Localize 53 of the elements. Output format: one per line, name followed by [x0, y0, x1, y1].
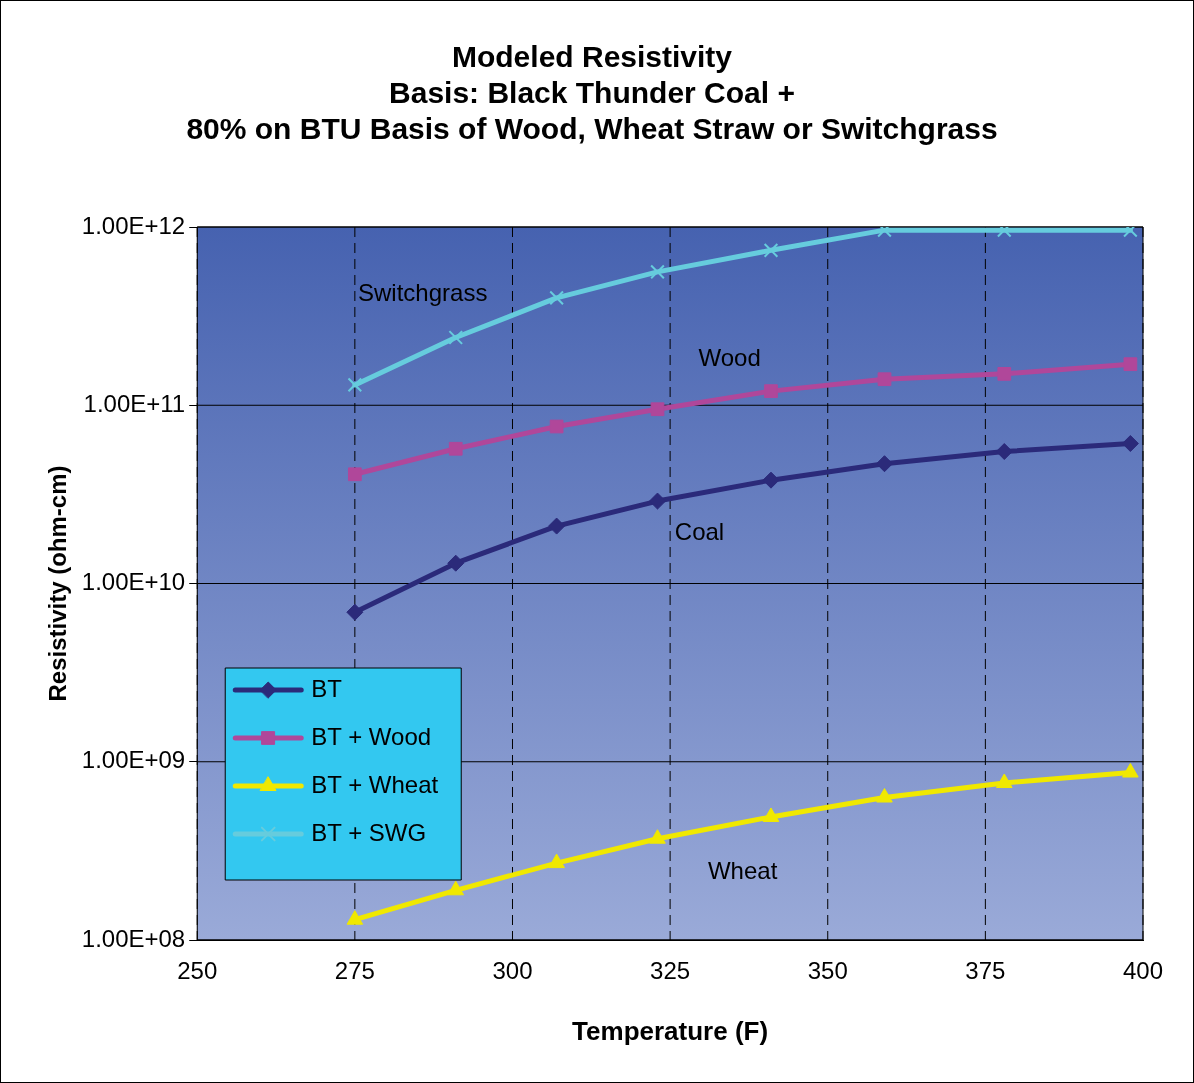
point	[549, 419, 564, 434]
point	[764, 384, 778, 398]
y-tick-label: 1.00E+12	[81, 211, 186, 239]
annotation: Wood	[698, 343, 761, 371]
point	[347, 467, 362, 482]
point	[448, 441, 463, 456]
annotation: Coal	[674, 518, 725, 546]
y-tick-label: 1.00E+09	[81, 746, 186, 774]
point	[875, 455, 893, 473]
y-tick-label: 1.00E+11	[83, 389, 186, 417]
text: Basis: Black Thunder Coal +	[389, 76, 795, 110]
x-tick-label: 325	[650, 957, 691, 985]
legend-label: BT + Wheat	[311, 770, 439, 798]
point	[650, 402, 665, 417]
legend-label: BT + SWG	[311, 818, 427, 846]
point	[649, 829, 666, 844]
x-tick-label: 275	[334, 957, 375, 985]
point	[346, 603, 364, 621]
x-tick-label: 300	[492, 957, 533, 985]
point	[762, 807, 780, 822]
point	[447, 554, 465, 572]
point	[650, 264, 665, 280]
x-tick-label: 375	[965, 957, 1006, 985]
point	[649, 492, 667, 510]
point	[997, 367, 1012, 381]
legend-label: BT + Wood	[311, 722, 432, 750]
point	[1123, 357, 1138, 372]
x-tick-label: 350	[807, 957, 848, 985]
point	[448, 330, 464, 345]
point	[549, 290, 564, 306]
point	[548, 853, 565, 869]
point	[995, 773, 1013, 788]
point	[1122, 763, 1139, 778]
point	[447, 880, 465, 896]
y-axis-title: Resistivity (ohm-cm)	[44, 465, 72, 702]
point	[548, 517, 566, 535]
x-tick-label: 400	[1122, 957, 1164, 985]
annotation: Wheat	[707, 856, 778, 884]
annotation: Switchgrass	[358, 279, 488, 307]
x-axis-title: Temperature (F)	[572, 1015, 769, 1046]
y-tick-label: 1.00E+08	[81, 924, 186, 952]
point	[346, 910, 364, 925]
point	[347, 377, 363, 393]
point	[876, 788, 893, 803]
legend-label: BT	[311, 674, 343, 702]
point	[877, 372, 892, 387]
text: Modeled Resistivity	[451, 40, 733, 74]
text: 80% on BTU Basis of Wood, Wheat Straw or Switchgrass	[186, 112, 998, 146]
y-tick-label: 1.00E+10	[81, 568, 186, 596]
point	[763, 242, 779, 258]
point	[995, 443, 1013, 461]
point	[762, 471, 780, 489]
x-tick-label: 250	[177, 957, 218, 985]
